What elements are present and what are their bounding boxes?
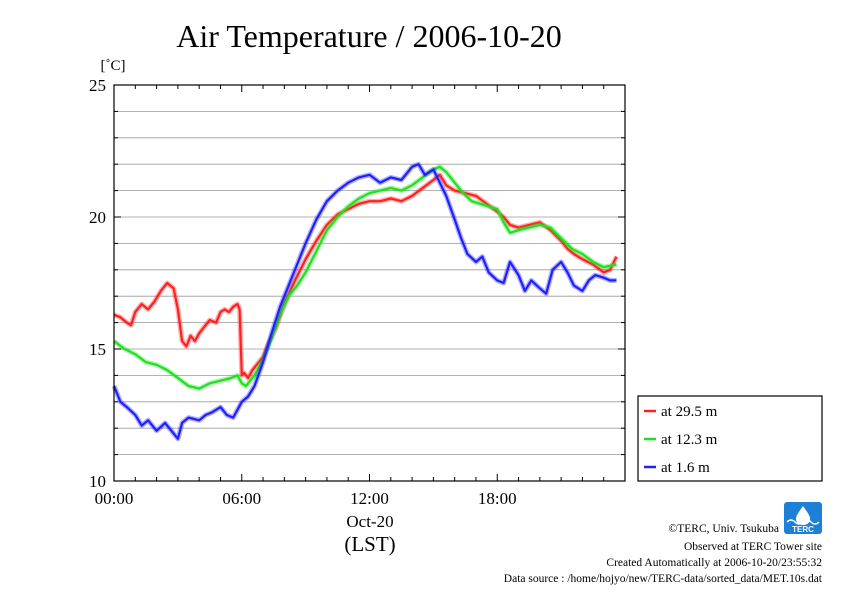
y-tick-label: 10 <box>89 472 106 491</box>
chart-title: Air Temperature / 2006-10-20 <box>176 18 562 54</box>
legend-label: at 1.6 m <box>661 460 710 476</box>
legend-box <box>637 395 823 482</box>
series-layer <box>111 161 619 442</box>
x-axis-label: (LST) <box>344 532 395 556</box>
x-tick-label: 06:00 <box>222 489 261 508</box>
axis-ticks <box>113 84 626 482</box>
credit-site: Observed at TERC Tower site <box>684 541 822 553</box>
legend: at 29.5 m at 12.3 m at 1.6 m <box>637 395 823 482</box>
series-line <box>112 163 617 440</box>
legend-label: at 29.5 m <box>661 404 718 420</box>
y-axis-unit: [˚C] <box>101 58 126 74</box>
credit-copyright: ©TERC, Univ. Tsukuba <box>669 523 779 535</box>
legend-items: at 29.5 m at 12.3 m at 1.6 m <box>644 404 718 476</box>
series-halo <box>113 172 619 381</box>
credit-created: Created Automatically at 2006-10-20/23:5… <box>606 557 822 569</box>
x-tick-label: 00:00 <box>95 489 134 508</box>
credit-data-source: Data source : /home/hojyo/new/TERC-data/… <box>504 573 823 585</box>
axis-tick-labels: 10 15 20 25 00:00 06:00 12:00 18:00 <box>89 76 517 508</box>
legend-label: at 12.3 m <box>661 432 718 448</box>
x-axis-date: Oct-20 <box>346 512 393 531</box>
series-line <box>113 165 617 390</box>
y-tick-label: 20 <box>89 208 106 227</box>
grid-lines <box>114 111 625 456</box>
y-tick-label: 25 <box>89 76 106 95</box>
x-tick-label: 12:00 <box>350 489 389 508</box>
y-tick-label: 15 <box>89 340 106 359</box>
series-line <box>113 173 618 380</box>
logo-wave-icon <box>786 519 820 525</box>
x-tick-label: 18:00 <box>478 489 517 508</box>
terc-logo: TERC <box>784 502 822 534</box>
series-halo <box>111 161 617 442</box>
logo-text: TERC <box>792 525 814 534</box>
